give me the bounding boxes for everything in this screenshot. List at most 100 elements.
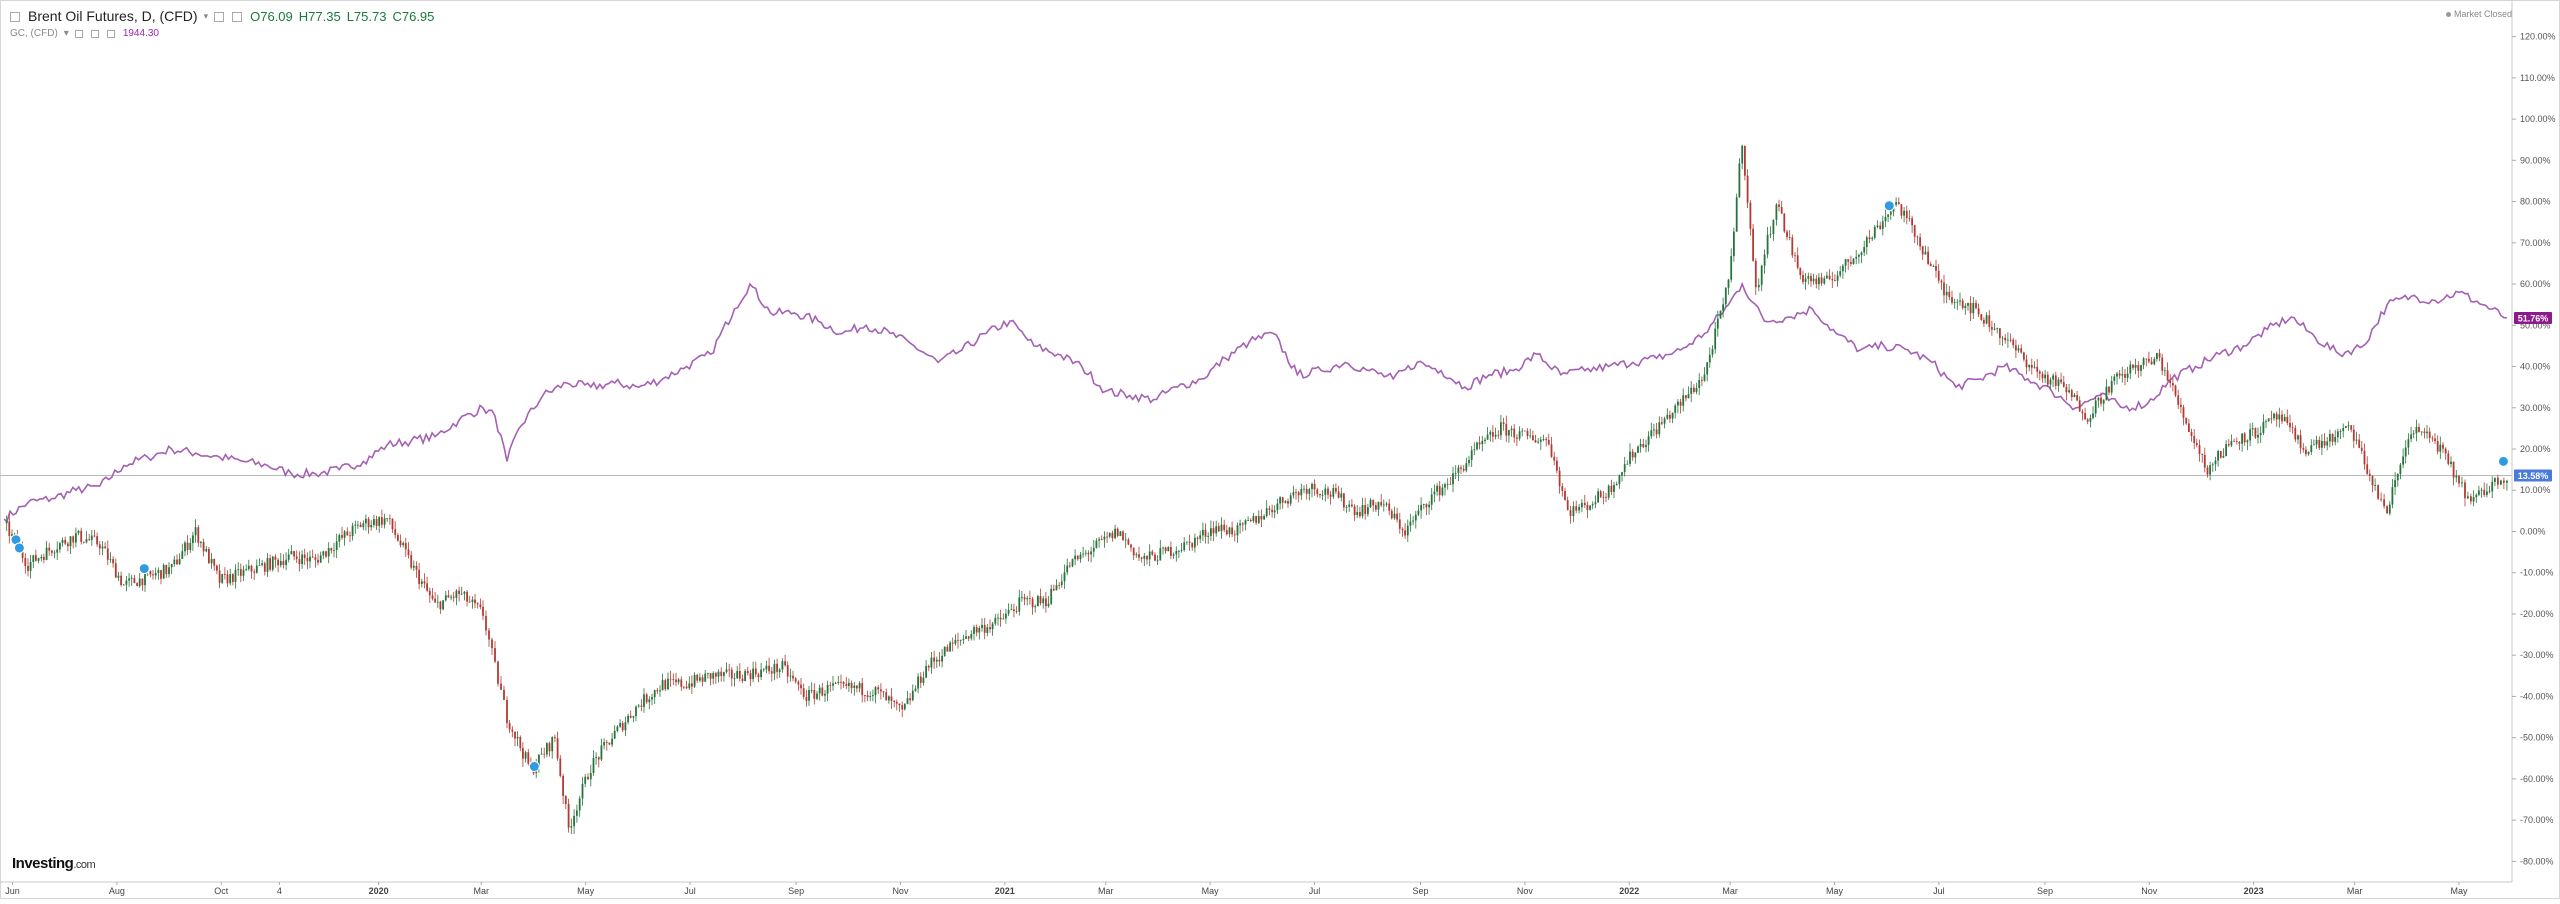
candle-body [2025,359,2028,368]
candle-body [1980,314,1983,320]
candle-body [941,655,943,662]
legend-symbol-title[interactable]: Brent Oil Futures, D, (CFD) [28,8,198,24]
candle-body [2118,373,2121,376]
candle-body [404,543,407,550]
candle-body [1241,523,1244,525]
x-tick-label: Jul [1309,886,1321,896]
candle-body [269,558,271,570]
candle-body [2001,337,2004,339]
candle-body [1524,430,1526,432]
collapse-icon[interactable] [10,11,20,22]
candle-body [773,663,776,674]
candle-body [2020,348,2023,353]
eye-icon[interactable] [74,29,83,38]
candle-body [1260,516,1263,520]
candle-body [2307,451,2310,455]
candle-body [412,565,415,568]
candle-body [661,680,664,691]
event-marker-icon[interactable] [1883,200,1895,212]
candle-body [589,773,592,780]
event-marker-icon[interactable] [528,761,540,773]
legend-gold-name[interactable]: GC, (CFD) [10,28,58,39]
candle-body [37,558,40,561]
candle-body [463,591,466,594]
candle-body [1188,541,1191,543]
dropdown-caret-icon[interactable]: ▾ [63,28,69,39]
candle-body [1778,204,1780,207]
candle-body [1497,434,1500,436]
candle-body [1178,550,1180,552]
candle-body [893,700,896,702]
candle-body [802,688,805,697]
dropdown-caret-icon[interactable]: ▾ [203,11,209,21]
event-marker-icon[interactable] [2497,455,2509,467]
candle-body [298,559,301,564]
candle-body [75,533,77,543]
candle-body [1564,491,1566,500]
settings-icon[interactable] [214,11,225,22]
candle-body [1647,436,1650,445]
candle-body [1249,520,1252,522]
event-marker-icon[interactable] [138,563,150,575]
candle-body [40,557,43,559]
candle-body [1380,502,1383,506]
candle-body [101,546,104,549]
candle-body [1047,603,1050,607]
candle-body [1271,509,1273,513]
candle-body [2262,421,2265,433]
candle-body [1486,434,1489,440]
candle-body [600,745,603,760]
candle-body [258,565,261,566]
candle-body [2116,373,2118,377]
candle-body [173,559,176,564]
candle-body [2420,431,2423,433]
candle-body [842,682,845,684]
candle-body [1414,514,1417,521]
candle-body [516,737,519,739]
event-marker-icon[interactable] [13,542,25,554]
candle-body [581,783,584,799]
candle-body [1804,278,1807,282]
candle-body [1602,496,1605,498]
candle-body [1719,310,1722,319]
candle-body [762,669,765,671]
close-icon[interactable] [106,29,115,38]
candle-body [2480,489,2483,491]
candle-body [699,677,701,681]
candle-body [1698,380,1701,388]
candle-body [2148,358,2150,362]
candle-body [2222,456,2225,458]
candle-body [869,696,872,697]
candle-body [738,671,741,679]
candle-body [1775,204,1778,220]
candle-body [1170,547,1172,556]
candle-body [656,690,659,692]
candle-body [824,693,826,696]
candle-body [359,524,362,527]
candle-body [794,678,797,682]
candle-body [5,521,8,524]
candle-body [301,554,303,565]
candle-body [1063,572,1066,582]
candle-body [643,694,645,707]
candle-body [1167,547,1170,552]
candle-body [2185,417,2188,424]
candle-body [2329,433,2331,442]
close-icon[interactable] [232,11,243,22]
candle-body [933,657,935,662]
candle-body [141,578,144,586]
candle-body [1438,485,1441,496]
settings-icon[interactable] [90,29,99,38]
candle-body [2105,386,2108,400]
candle-body [362,523,365,528]
candle-body [645,694,648,703]
candle-body [664,680,667,690]
candle-body [479,604,482,607]
candle-body [162,565,165,579]
candle-body [845,684,848,687]
candle-body [2153,359,2156,365]
candle-body [1284,501,1287,503]
candle-body [2464,482,2466,499]
